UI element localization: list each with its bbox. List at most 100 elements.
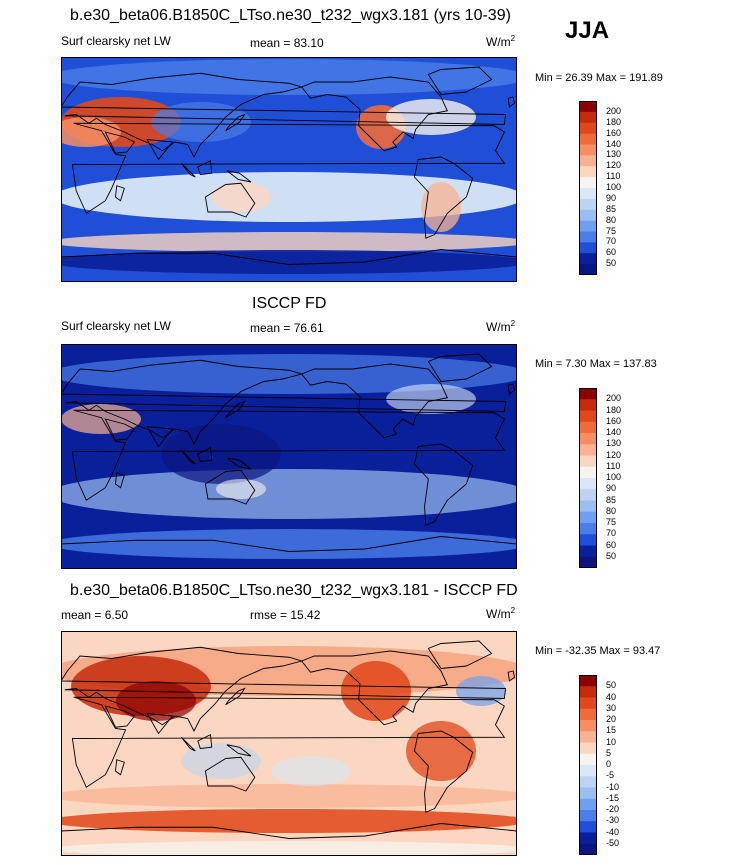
panel1-mean-label: mean = 83.10 [250, 36, 324, 50]
coastline [413, 156, 474, 239]
field-contour [406, 721, 476, 781]
colorbar-tick-label: 140 [606, 427, 622, 437]
coastline [413, 443, 474, 526]
colorbar-swatch [579, 433, 597, 445]
colorbar-swatch [579, 489, 597, 501]
colorbar-tick-label: 160 [606, 415, 622, 426]
field-contour [421, 182, 461, 232]
colorbar-swatch [579, 264, 597, 275]
colorbar-tick-label: -5 [606, 770, 615, 781]
colorbar-swatch [579, 388, 597, 400]
colorbar-swatch [579, 742, 597, 755]
colorbar-swatch [579, 155, 597, 167]
panel3-mean-label: mean = 6.50 [61, 608, 129, 622]
coastline [226, 170, 252, 183]
colorbar-tick-label: 0 [606, 759, 612, 769]
coastline [180, 449, 196, 465]
colorbar-tick-label: 180 [606, 116, 622, 127]
colorbar-swatch [579, 832, 597, 845]
colorbar-swatch [579, 455, 597, 468]
colorbar-swatch [579, 198, 597, 211]
field-contour [386, 384, 476, 414]
colorbar-tick-label: -10 [606, 781, 620, 792]
coastline [507, 96, 515, 108]
coastline [197, 734, 213, 749]
field-contour [61, 529, 517, 559]
colorbar-tick-label: 90 [606, 192, 617, 203]
field-contour [61, 232, 517, 252]
colorbar-tick-label: -30 [606, 815, 620, 826]
panel1-minmax: Min = 26.39 Max = 191.89 [535, 72, 663, 84]
colorbar-swatch [579, 534, 597, 546]
colorbar-swatch [579, 478, 597, 490]
colorbar-swatch [579, 209, 597, 222]
coastline [180, 162, 196, 178]
field-contour [211, 182, 271, 212]
colorbar-swatch [579, 720, 597, 732]
coastline [427, 640, 493, 669]
coastline [204, 469, 256, 505]
colorbar-swatch [579, 231, 597, 243]
coastline [114, 759, 125, 776]
colorbar-tick-label: 110 [606, 171, 621, 182]
colorbar-swatch [579, 675, 597, 687]
colorbar-tick-label: -20 [606, 804, 620, 814]
coastline [61, 536, 517, 569]
coastline [300, 363, 448, 439]
field-contour [61, 784, 517, 808]
coastline [226, 457, 252, 470]
panel1-colorbar [579, 101, 597, 275]
colorbar-swatch [579, 798, 597, 811]
colorbar-swatch [579, 253, 597, 265]
colorbar-swatch [579, 765, 597, 777]
colorbar-swatch [579, 188, 597, 200]
colorbar-tick-label: 75 [606, 225, 617, 236]
colorbar-swatch [579, 556, 597, 568]
coastline [61, 359, 507, 445]
panel2-colorbar [579, 388, 597, 568]
colorbar-swatch [579, 731, 597, 743]
field-contour [61, 469, 517, 519]
coastline [204, 756, 256, 792]
colorbar-tick-label: 120 [606, 160, 622, 171]
colorbar-tick-label: -40 [606, 826, 620, 837]
field-contour [61, 404, 141, 434]
colorbar-tick-label: 20 [606, 714, 617, 724]
colorbar-tick-label: 85 [606, 494, 617, 505]
colorbar-swatch [579, 843, 597, 855]
colorbar-tick-label: 80 [606, 214, 617, 225]
panel3-units: W/m2 [486, 606, 516, 621]
panel1-variable-label: Surf clearsky net LW [61, 34, 171, 48]
coastline [114, 185, 125, 202]
coastline [71, 122, 506, 214]
colorbar-swatch [579, 753, 597, 766]
colorbar-tick-label: 160 [606, 127, 622, 138]
colorbar-tick-label: 130 [606, 438, 622, 449]
colorbar-swatch [579, 466, 597, 479]
coastline [225, 113, 246, 132]
colorbar-swatch [579, 410, 597, 423]
colorbar-tick-label: 30 [606, 702, 617, 713]
panel2-minmax: Min = 7.30 Max = 137.83 [535, 358, 657, 370]
coastline [104, 418, 136, 441]
coastline [226, 744, 252, 757]
coastline [61, 72, 507, 158]
colorbar-tick-label: -50 [606, 837, 620, 848]
coastline [197, 447, 213, 462]
colorbar-tick-label: 100 [606, 472, 622, 482]
colorbar-swatch [579, 122, 597, 135]
colorbar-tick-label: 200 [606, 105, 622, 116]
colorbar-swatch [579, 421, 597, 434]
coastline [104, 131, 136, 154]
colorbar-tick-label: 60 [606, 539, 617, 550]
field-contour [341, 661, 411, 721]
colorbar-swatch [579, 776, 597, 788]
colorbar-tick-label: 15 [606, 725, 617, 736]
colorbar-swatch [579, 220, 597, 232]
colorbar-tick-label: 60 [606, 247, 617, 258]
colorbar-swatch [579, 511, 597, 524]
colorbar-tick-label: 40 [606, 691, 617, 702]
field-contour [116, 681, 196, 721]
coastline [180, 736, 196, 752]
